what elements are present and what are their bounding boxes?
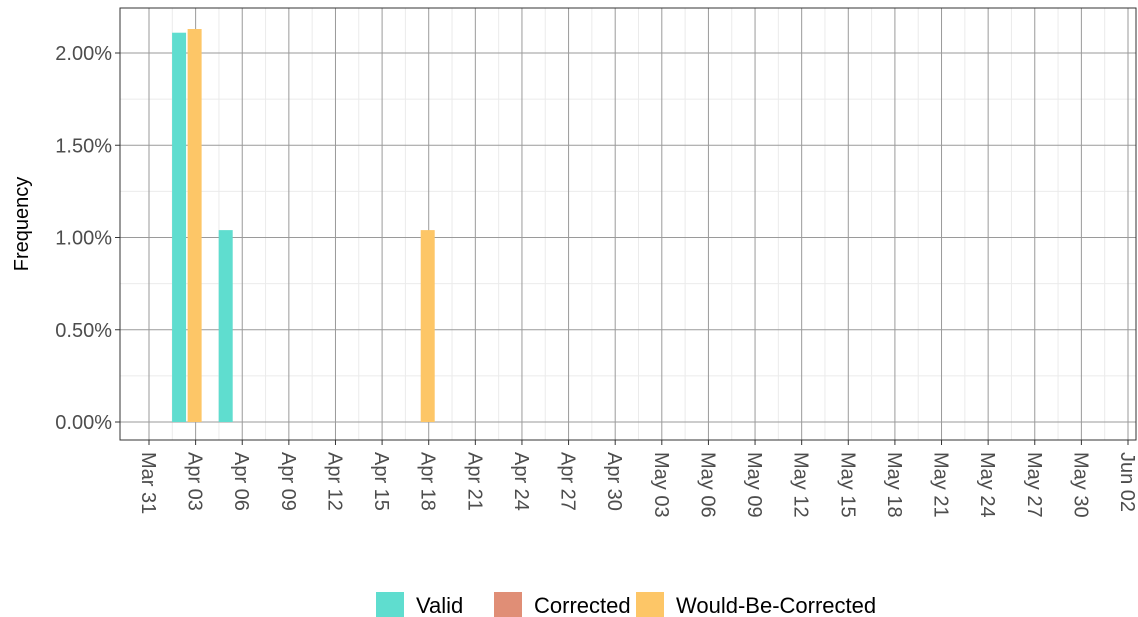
- x-tick-label: Apr 15: [370, 452, 392, 511]
- x-tick-label: Apr 03: [184, 452, 206, 511]
- y-tick-label: 0.00%: [55, 412, 112, 434]
- y-tick-label: 1.50%: [55, 135, 112, 157]
- y-tick-label: 0.50%: [55, 320, 112, 342]
- x-tick-label: Apr 27: [557, 452, 579, 511]
- bar-would-be-corrected: [187, 29, 202, 422]
- x-tick-label: May 03: [650, 452, 672, 518]
- x-tick-label: Mar 31: [137, 452, 159, 514]
- panel-border: [119, 7, 1137, 441]
- x-tick-label: May 06: [696, 452, 718, 518]
- x-tick-label: May 30: [1069, 452, 1091, 518]
- legend-swatch: [376, 592, 404, 617]
- x-tick-label: Jun 02: [1116, 452, 1138, 512]
- bars: [172, 29, 435, 423]
- y-tick-label: 2.00%: [55, 43, 112, 65]
- major-gridlines: [120, 8, 1136, 440]
- x-tick-label: Apr 09: [277, 452, 299, 511]
- y-axis-title: Frequency: [11, 177, 33, 272]
- y-axis: 0.00% 0.50% 1.00% 1.50% 2.00%: [55, 43, 120, 434]
- y-tick-label: 1.00%: [55, 228, 112, 250]
- legend-swatch: [636, 592, 664, 617]
- minor-gridlines: [120, 8, 1136, 440]
- bar-valid: [218, 230, 233, 422]
- x-tick-label: May 15: [836, 452, 858, 518]
- legend-label: Valid: [416, 593, 463, 617]
- legend-label: Corrected: [534, 593, 631, 617]
- x-tick-label: Apr 18: [417, 452, 439, 511]
- x-tick-label: May 27: [1023, 452, 1045, 518]
- x-tick-label: May 09: [743, 452, 765, 518]
- legend-swatch: [494, 592, 522, 617]
- x-tick-label: Apr 06: [230, 452, 252, 511]
- x-tick-label: Apr 21: [463, 452, 485, 511]
- legend-label: Would-Be-Corrected: [676, 593, 876, 617]
- x-tick-label: May 12: [790, 452, 812, 518]
- x-tick-label: May 21: [930, 452, 952, 518]
- x-axis: Mar 31 Apr 03 Apr 06 Apr 09 Apr 12 Apr 15 Apr …: [137, 440, 1138, 518]
- x-tick-label: Apr 12: [323, 452, 345, 511]
- x-tick-label: Apr 30: [603, 452, 625, 511]
- x-tick-label: May 18: [883, 452, 905, 518]
- legend: Valid Corrected Would-Be-Corrected: [376, 592, 876, 617]
- x-tick-label: Apr 24: [510, 452, 532, 511]
- x-tick-label: May 24: [976, 452, 998, 518]
- bar-valid: [172, 32, 187, 423]
- bar-would-be-corrected: [420, 230, 435, 422]
